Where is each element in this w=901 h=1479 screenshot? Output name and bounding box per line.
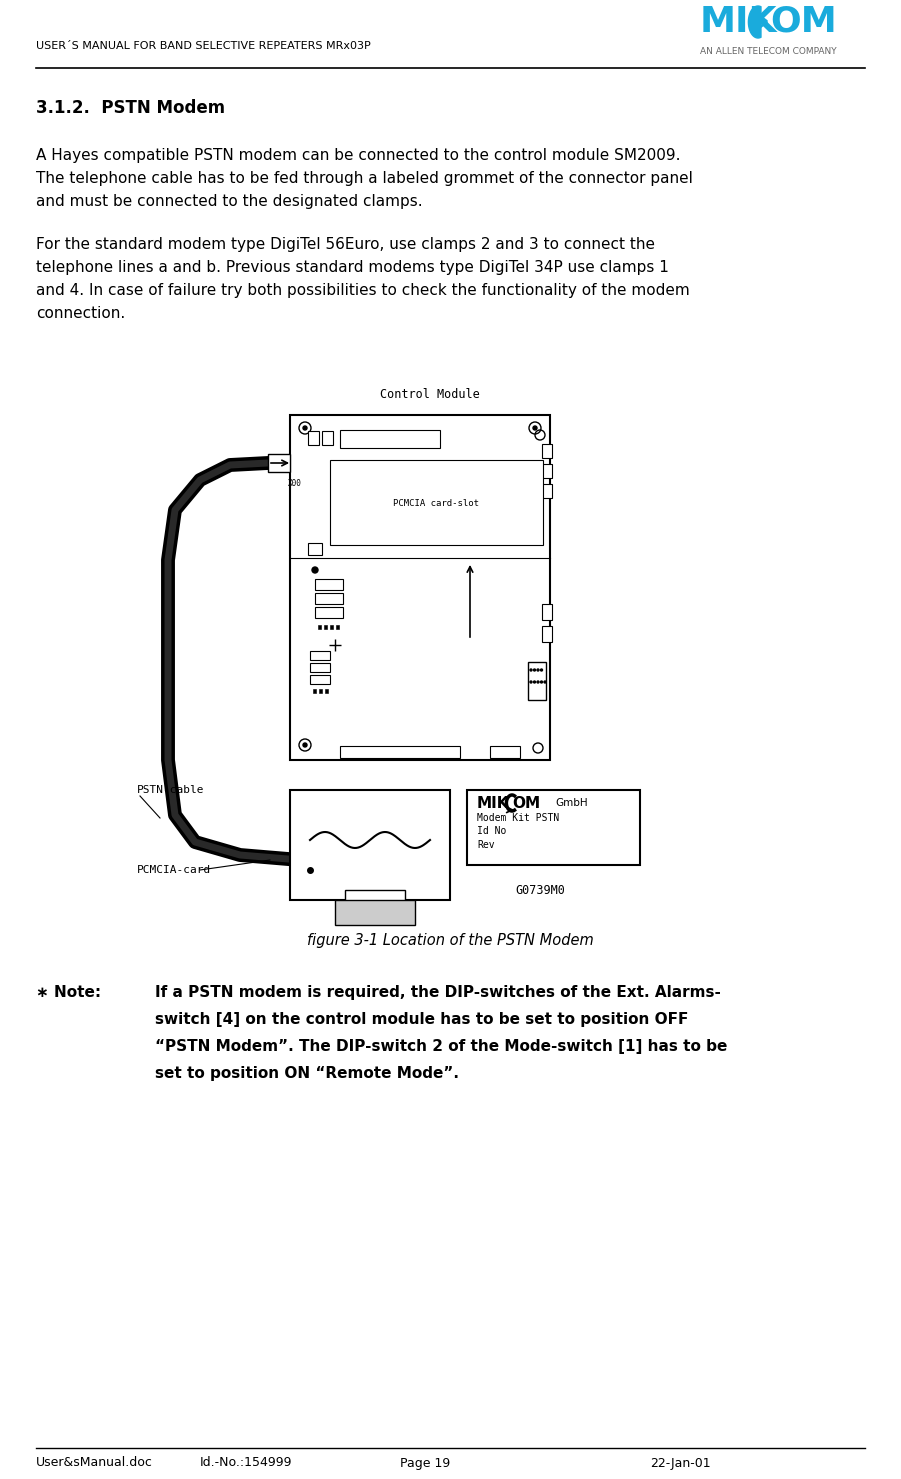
Text: Control Module: Control Module xyxy=(380,389,480,401)
Bar xyxy=(313,666,316,669)
Bar xyxy=(319,666,322,669)
Text: figure 3-1 Location of the PSTN Modem: figure 3-1 Location of the PSTN Modem xyxy=(306,932,594,948)
Text: 22-Jan-01: 22-Jan-01 xyxy=(650,1457,711,1470)
Text: User&sManual.doc: User&sManual.doc xyxy=(36,1457,153,1470)
Polygon shape xyxy=(749,6,761,38)
Bar xyxy=(308,430,319,445)
Circle shape xyxy=(537,669,539,671)
Bar xyxy=(336,598,339,600)
Circle shape xyxy=(537,680,539,683)
Bar xyxy=(318,598,321,600)
Bar xyxy=(313,677,316,680)
Text: and 4. In case of failure try both possibilities to check the functionality of t: and 4. In case of failure try both possi… xyxy=(36,282,690,297)
Circle shape xyxy=(541,680,542,683)
Bar xyxy=(315,578,343,590)
Bar xyxy=(315,606,343,618)
Circle shape xyxy=(530,680,532,683)
Text: PCMCIA card-slot: PCMCIA card-slot xyxy=(393,498,479,507)
Text: OM: OM xyxy=(770,4,837,38)
Bar xyxy=(318,626,321,629)
Text: USER´S MANUAL FOR BAND SELECTIVE REPEATERS MRx03P: USER´S MANUAL FOR BAND SELECTIVE REPEATE… xyxy=(36,41,370,50)
Bar xyxy=(542,603,552,620)
Bar xyxy=(319,689,322,694)
Text: PSTN-cable: PSTN-cable xyxy=(137,785,205,796)
Bar xyxy=(310,663,330,671)
Text: For the standard modem type DigiTel 56Euro, use clamps 2 and 3 to connect the: For the standard modem type DigiTel 56Eu… xyxy=(36,237,655,251)
Bar xyxy=(325,666,328,669)
Text: GmbH: GmbH xyxy=(555,799,587,808)
Circle shape xyxy=(533,426,537,430)
Text: AN ALLEN TELECOM COMPANY: AN ALLEN TELECOM COMPANY xyxy=(700,47,837,56)
Text: PCMCIA-card: PCMCIA-card xyxy=(137,865,211,876)
Bar xyxy=(490,745,520,759)
Text: “PSTN Modem”. The DIP-switch 2 of the Mode-switch [1] has to be: “PSTN Modem”. The DIP-switch 2 of the Mo… xyxy=(155,1040,727,1055)
Bar xyxy=(330,598,333,600)
Circle shape xyxy=(541,669,542,671)
Bar xyxy=(325,689,328,694)
Text: Modem Kit PSTN: Modem Kit PSTN xyxy=(477,813,560,822)
Bar xyxy=(324,626,327,629)
Circle shape xyxy=(544,680,546,683)
Text: and must be connected to the designated clamps.: and must be connected to the designated … xyxy=(36,194,423,209)
Bar xyxy=(290,790,450,901)
Bar xyxy=(340,745,460,759)
Circle shape xyxy=(530,669,532,671)
Bar xyxy=(310,674,330,683)
Bar xyxy=(318,611,321,615)
Circle shape xyxy=(303,742,307,747)
Text: MIK: MIK xyxy=(477,796,509,810)
Text: telephone lines a and b. Previous standard modems type DigiTel 34P use clamps 1: telephone lines a and b. Previous standa… xyxy=(36,260,669,275)
Text: If a PSTN modem is required, the DIP-switches of the Ext. Alarms-: If a PSTN modem is required, the DIP-swi… xyxy=(155,985,721,1000)
Circle shape xyxy=(312,566,318,572)
Bar xyxy=(310,651,330,660)
Text: Rev: Rev xyxy=(477,840,495,850)
Text: The telephone cable has to be fed through a labeled grommet of the connector pan: The telephone cable has to be fed throug… xyxy=(36,172,693,186)
Circle shape xyxy=(533,680,535,683)
Bar xyxy=(528,663,546,700)
Text: switch [4] on the control module has to be set to position OFF: switch [4] on the control module has to … xyxy=(155,1012,688,1026)
Bar xyxy=(542,464,552,478)
Bar xyxy=(542,626,552,642)
Text: Id.-No.:154999: Id.-No.:154999 xyxy=(200,1457,293,1470)
Bar xyxy=(335,901,415,924)
Bar xyxy=(322,430,333,445)
Text: connection.: connection. xyxy=(36,306,125,321)
Bar xyxy=(336,626,339,629)
Circle shape xyxy=(303,426,307,430)
Bar xyxy=(268,454,290,472)
Text: Page 19: Page 19 xyxy=(400,1457,450,1470)
Bar xyxy=(330,611,333,615)
Bar xyxy=(542,444,552,458)
Bar xyxy=(345,890,405,905)
Bar xyxy=(330,626,333,629)
Bar xyxy=(313,689,316,694)
Circle shape xyxy=(533,669,535,671)
Bar xyxy=(324,598,327,600)
Bar xyxy=(319,677,322,680)
Text: Id No: Id No xyxy=(477,825,506,836)
Bar xyxy=(308,543,322,555)
Text: ‹›: ‹› xyxy=(748,7,771,35)
Bar xyxy=(542,484,552,498)
Bar xyxy=(324,611,327,615)
Text: set to position ON “Remote Mode”.: set to position ON “Remote Mode”. xyxy=(155,1066,459,1081)
Bar xyxy=(330,460,543,544)
Bar xyxy=(467,790,640,865)
Text: A Hayes compatible PSTN modem can be connected to the control module SM2009.: A Hayes compatible PSTN modem can be con… xyxy=(36,148,680,163)
Bar xyxy=(290,416,550,760)
Text: X00: X00 xyxy=(288,479,302,488)
Text: MIK: MIK xyxy=(700,4,778,38)
Text: OM: OM xyxy=(512,796,540,810)
Bar xyxy=(325,677,328,680)
Text: ∗ Note:: ∗ Note: xyxy=(36,985,101,1000)
Bar xyxy=(315,593,343,603)
Text: G0739M0: G0739M0 xyxy=(515,883,565,896)
Bar xyxy=(340,430,440,448)
Text: 3.1.2.  PSTN Modem: 3.1.2. PSTN Modem xyxy=(36,99,225,117)
Bar xyxy=(336,611,339,615)
